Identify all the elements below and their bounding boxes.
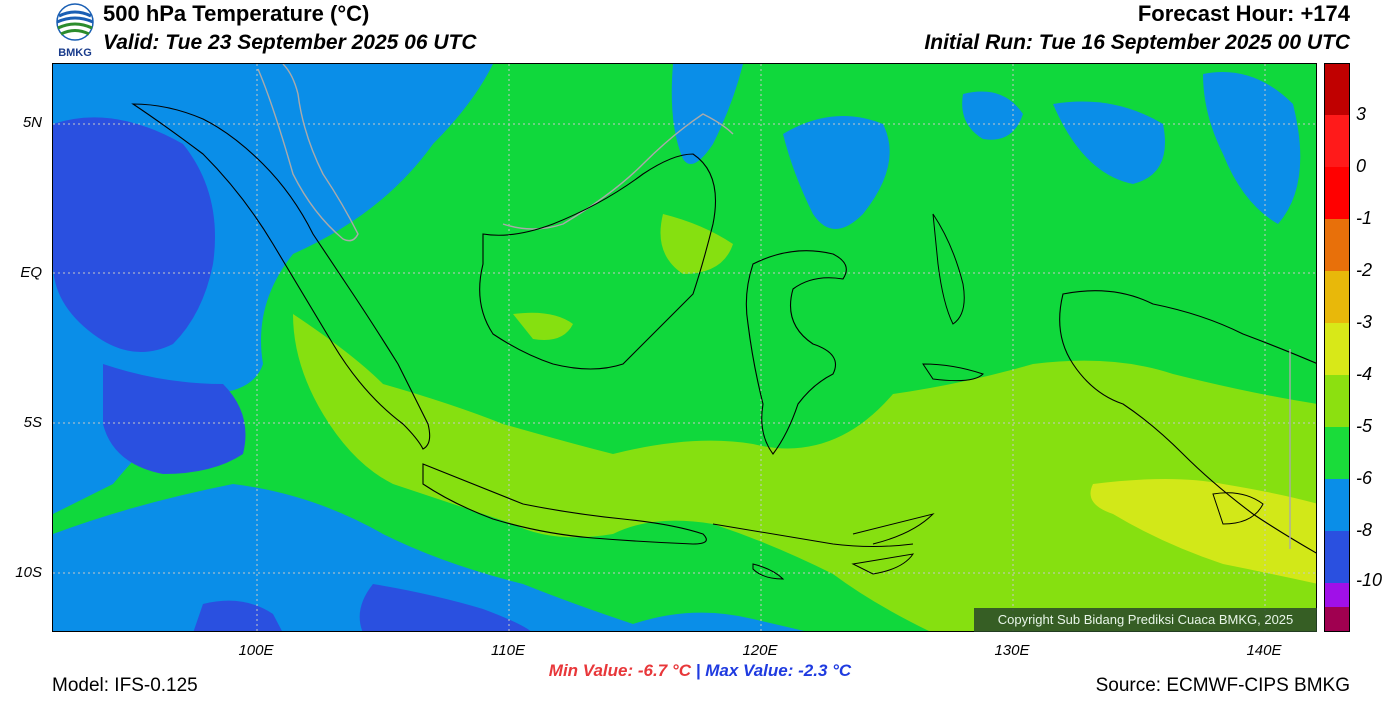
legend-swatch-7 [1325, 427, 1349, 479]
lat-label-eq: EQ [20, 264, 42, 281]
forecast-hour: Forecast Hour: +174 [1137, 1, 1350, 26]
model-name: Model: IFS-0.125 [52, 675, 198, 696]
legend-label-minus4: -4 [1356, 364, 1373, 384]
lon-label-110e: 110E [491, 642, 525, 659]
lat-label-10s: 10S [15, 564, 42, 581]
legend-label-minus1: -1 [1356, 208, 1373, 228]
malay-peninsula [257, 64, 359, 242]
java-coast [422, 463, 707, 545]
initial-run: Initial Run: Tue 16 September 2025 00 UT… [924, 31, 1350, 54]
lon-label-100e: 100E [238, 642, 274, 659]
legend-swatch-5 [1325, 323, 1349, 375]
legend-swatch-0 [1325, 64, 1349, 115]
legend-label-minus10: -10 [1356, 570, 1383, 590]
borneo-coast [479, 153, 716, 370]
lon-label-120e: 120E [742, 642, 778, 659]
legend-swatch-9 [1325, 531, 1349, 583]
value-separator: | [695, 661, 701, 680]
copyright-note: Copyright Sub Bidang Prediksi Cuaca BMKG… [974, 608, 1317, 632]
legend-label-minus2: -2 [1356, 260, 1373, 280]
legend-swatch-3 [1325, 219, 1349, 271]
min-value: Min Value: -6.7 °C [548, 661, 691, 680]
legend-label-minus5: -5 [1356, 416, 1373, 436]
legend-label-minus6: -6 [1356, 468, 1373, 488]
legend-label-minus8: -8 [1356, 520, 1373, 540]
sulawesi-coast [745, 250, 847, 455]
graticule [53, 64, 1316, 631]
field-minus4 [293, 314, 1316, 631]
legend-swatch-6 [1325, 375, 1349, 427]
logo-text: BMKG [58, 47, 92, 58]
field-minus8-west [53, 117, 215, 352]
lat-label-5s: 5S [23, 414, 42, 431]
chart-title: 500 hPa Temperature (°C) [103, 1, 370, 26]
legend-label-0: 0 [1356, 156, 1367, 176]
data-source: Source: ECMWF-CIPS BMKG [1095, 675, 1350, 696]
lon-label-140e: 140E [1246, 642, 1282, 659]
legend-swatch-8 [1325, 479, 1349, 531]
legend-swatch-4 [1325, 271, 1349, 323]
field-minus3 [1090, 479, 1316, 584]
legend-label-3: 3 [1356, 104, 1367, 124]
min-max-values: Min Value: -6.7 °C | Max Value: -2.3 °C [0, 661, 1400, 681]
legend-swatch-2 [1325, 167, 1349, 219]
sumatra-coast [131, 103, 431, 450]
new-guinea-coast [1059, 290, 1316, 554]
field-minus6-south [53, 484, 633, 631]
legend-swatch-11 [1325, 607, 1349, 631]
color-legend [1324, 63, 1350, 632]
field-minus6-north [671, 64, 743, 164]
max-value: Max Value: -2.3 °C [705, 661, 852, 680]
legend-swatch-1 [1325, 115, 1349, 167]
legend-swatch-10 [1325, 583, 1349, 607]
bmkg-logo: BMKG [52, 2, 98, 59]
lon-label-130e: 130E [994, 642, 1030, 659]
lat-label-5n: 5N [22, 114, 42, 131]
field-minus8-south [359, 584, 531, 631]
valid-time: Valid: Tue 23 September 2025 06 UTC [103, 31, 477, 54]
temperature-map [52, 63, 1317, 632]
legend-label-minus3: -3 [1356, 312, 1373, 332]
